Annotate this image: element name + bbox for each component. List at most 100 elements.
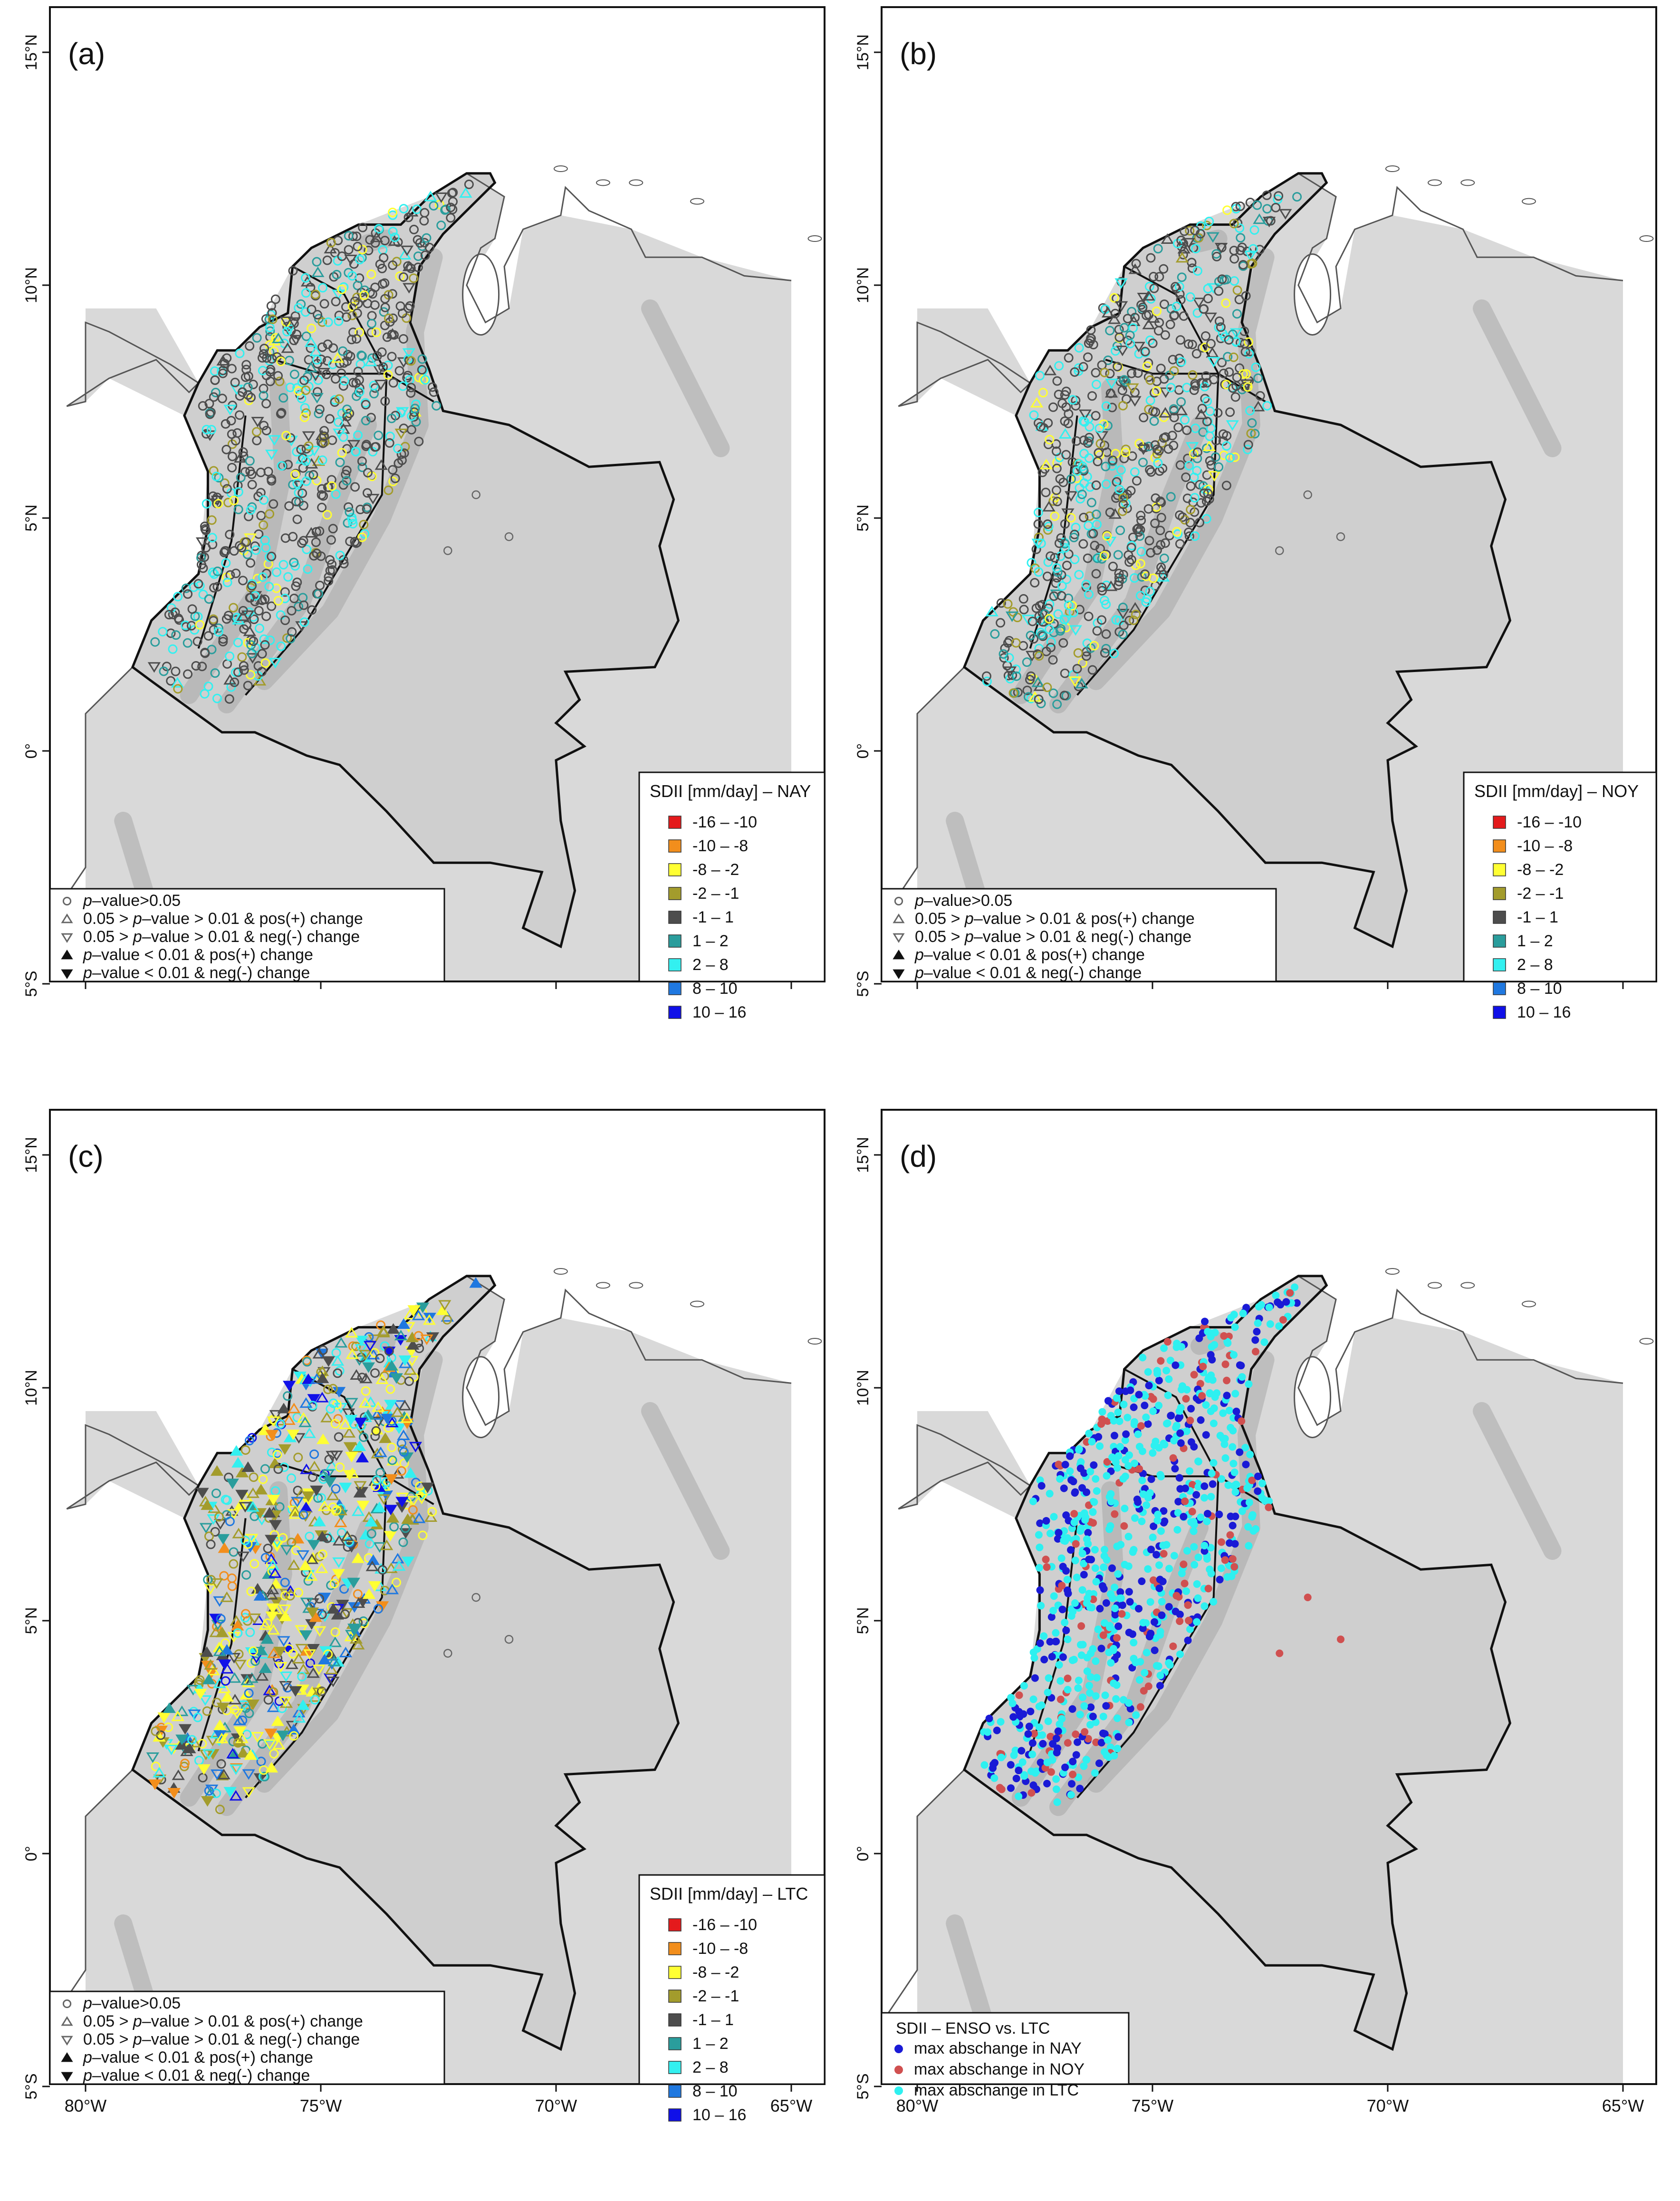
station-marker (1114, 573, 1124, 583)
station-marker (218, 368, 228, 378)
station-marker (1174, 282, 1184, 292)
station-marker (1051, 1637, 1059, 1645)
station-marker (1056, 533, 1066, 543)
station-marker (1159, 299, 1169, 309)
station-marker (264, 582, 274, 592)
station-marker (1008, 1700, 1017, 1708)
station-marker (331, 1609, 344, 1620)
colombia-fill (133, 173, 679, 947)
station-marker (323, 1477, 336, 1488)
station-marker (1097, 1644, 1105, 1653)
station-marker (403, 283, 416, 294)
station-marker (241, 1609, 251, 1619)
station-marker (1089, 1595, 1097, 1604)
station-marker (1182, 1395, 1190, 1403)
station-marker (365, 1516, 378, 1527)
station-marker (1116, 465, 1126, 475)
station-marker (1202, 378, 1212, 388)
station-marker (1040, 1632, 1048, 1640)
relief-ridge (180, 378, 292, 704)
station-marker (1091, 1546, 1099, 1554)
station-marker (254, 1644, 268, 1655)
station-marker (171, 1711, 184, 1721)
station-marker (371, 1448, 384, 1459)
station-marker (394, 458, 403, 468)
station-marker (268, 314, 278, 324)
station-marker (1202, 1401, 1210, 1409)
station-marker (229, 1790, 242, 1801)
station-marker (387, 1442, 397, 1452)
station-marker (1083, 1756, 1091, 1764)
station-marker (317, 455, 327, 465)
map-panel-d: (d)15°N10°N5°N0°5°S80°W 75°W 70°W 65°WSDII … (854, 1109, 1657, 2115)
legend-class-label: -1 – 1 (692, 908, 734, 926)
station-marker (335, 1462, 345, 1472)
station-marker (350, 297, 360, 307)
station-marker (289, 335, 303, 346)
station-marker (211, 1769, 224, 1780)
station-marker (375, 1354, 385, 1364)
station-marker (195, 537, 209, 548)
station-marker (366, 413, 376, 423)
legend-swatch (1493, 911, 1506, 924)
station-marker (235, 1490, 249, 1500)
station-marker (1138, 1518, 1146, 1526)
station-marker (297, 1699, 310, 1710)
station-marker (1055, 474, 1065, 484)
station-marker (317, 502, 327, 512)
station-marker (1229, 1443, 1237, 1451)
station-marker (407, 1496, 420, 1507)
station-marker (985, 606, 998, 616)
legend-entry: p–value < 0.01 & pos(+) change (83, 946, 313, 964)
station-marker (199, 1523, 213, 1534)
station-marker (353, 1589, 363, 1599)
station-marker (1057, 398, 1067, 408)
station-marker (413, 1331, 423, 1341)
station-marker (385, 432, 395, 442)
station-marker (302, 1373, 315, 1384)
station-marker (235, 410, 245, 420)
map-area (882, 7, 1656, 981)
station-marker (332, 269, 342, 279)
station-marker (285, 383, 295, 393)
station-marker (362, 1362, 375, 1373)
station-marker (1175, 460, 1185, 470)
station-marker (235, 348, 245, 358)
station-marker (344, 1537, 354, 1547)
station-marker (424, 242, 434, 252)
station-marker (1087, 391, 1097, 401)
legend-swatch (1493, 958, 1506, 971)
station-marker (353, 1487, 366, 1498)
station-marker (241, 1461, 255, 1472)
station-marker (1130, 1546, 1138, 1554)
station-marker (1113, 1394, 1121, 1402)
station-marker (1085, 422, 1094, 432)
station-marker (353, 280, 363, 290)
station-marker (1139, 1490, 1147, 1498)
legend-box (881, 2012, 1130, 2085)
legend-symbol (893, 933, 905, 943)
island (1639, 235, 1654, 242)
station-marker (1174, 1509, 1182, 1517)
station-marker (1077, 1622, 1085, 1630)
station-marker (213, 1719, 227, 1730)
station-marker (358, 1397, 372, 1408)
station-marker (1220, 1440, 1229, 1448)
station-marker (1068, 1780, 1076, 1788)
legend-class-label: -10 – -8 (1517, 837, 1573, 855)
station-marker (1098, 1408, 1106, 1416)
station-marker (1085, 1556, 1093, 1564)
station-marker (327, 559, 337, 569)
station-marker (1046, 551, 1056, 561)
station-marker (259, 384, 269, 394)
station-marker (323, 317, 333, 327)
station-marker (380, 1539, 394, 1550)
station-marker (1078, 539, 1088, 549)
station-marker (1209, 1376, 1217, 1384)
station-marker (227, 462, 237, 472)
station-marker (259, 634, 269, 644)
station-marker (1119, 453, 1129, 463)
station-marker (310, 1695, 320, 1705)
